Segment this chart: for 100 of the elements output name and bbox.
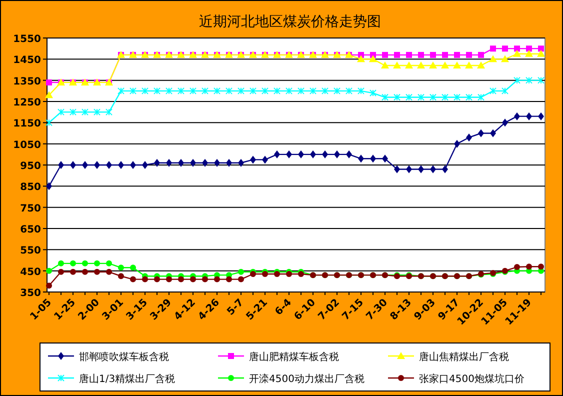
point [394,94,400,101]
point [94,108,100,116]
y-tick-label: 650 [20,224,42,236]
point [238,158,244,167]
point [418,52,424,58]
point [418,165,424,174]
point [94,260,100,266]
point [274,150,280,158]
point [346,150,352,158]
point [286,87,292,94]
y-tick-label: 450 [20,266,42,278]
point [262,156,268,164]
point [322,150,328,158]
point [262,271,268,278]
y-tick-label: 950 [20,161,42,172]
legend-label: 唐山焦精煤出厂含税 [419,351,509,363]
point [502,118,508,127]
point [514,76,520,84]
point [190,276,196,282]
point [429,62,437,69]
point [538,264,544,270]
point [190,158,196,167]
point [525,50,533,57]
point [130,161,136,169]
point [142,161,148,169]
point [406,94,412,101]
point [82,161,88,169]
point [478,94,484,101]
point [214,276,220,282]
point [154,158,160,167]
point [466,94,472,101]
point [106,161,112,169]
point [130,264,136,271]
point [70,268,76,275]
point [298,150,304,158]
point [202,87,208,94]
point [106,260,112,266]
point [490,46,496,52]
y-tick-label: 1150 [13,118,42,130]
point [286,150,292,158]
point [430,52,436,58]
point [70,108,76,116]
point [82,260,88,266]
point [406,165,412,174]
point [130,87,136,94]
point [406,52,412,58]
point [45,91,53,98]
point [226,158,232,167]
point [394,165,400,174]
point [442,165,448,174]
point [382,154,388,163]
point [322,87,328,94]
point [226,87,232,94]
point [454,140,460,148]
point [502,46,508,52]
point [370,154,376,163]
point [358,154,364,163]
point [394,52,400,58]
point [370,90,376,97]
legend-label: 唐山1/3精煤出厂含税 [79,373,176,385]
point [46,79,52,86]
y-tick-label: 350 [20,288,42,299]
point [166,276,172,282]
point [274,271,280,278]
point [310,87,316,94]
legend-label: 开滦4500动力煤出厂含税 [249,373,364,385]
x-tick-label: 6-4 [273,297,294,318]
y-tick-label: 750 [20,203,42,214]
point [526,76,532,84]
legend-label: 唐山肥精煤车板含税 [249,351,339,363]
y-tick-label: 550 [20,246,42,257]
point [178,87,184,94]
point [453,62,461,69]
point [214,87,220,94]
point [118,161,124,169]
point [238,268,244,275]
point [118,87,124,94]
point [142,87,148,94]
point [393,62,401,69]
point [250,156,256,164]
point [502,87,508,94]
point [405,62,413,69]
point [513,50,521,57]
point [178,276,184,282]
point [454,52,460,58]
point [334,150,340,158]
point [526,46,532,52]
y-tick-label: 1450 [13,55,42,66]
point [298,87,304,94]
point [274,87,280,94]
point [238,276,244,282]
point [358,87,364,94]
point [357,55,365,62]
point [465,62,473,69]
point [226,276,232,282]
point [118,264,124,271]
point [118,273,124,280]
point [538,46,544,52]
point [489,55,497,62]
point [166,158,172,167]
